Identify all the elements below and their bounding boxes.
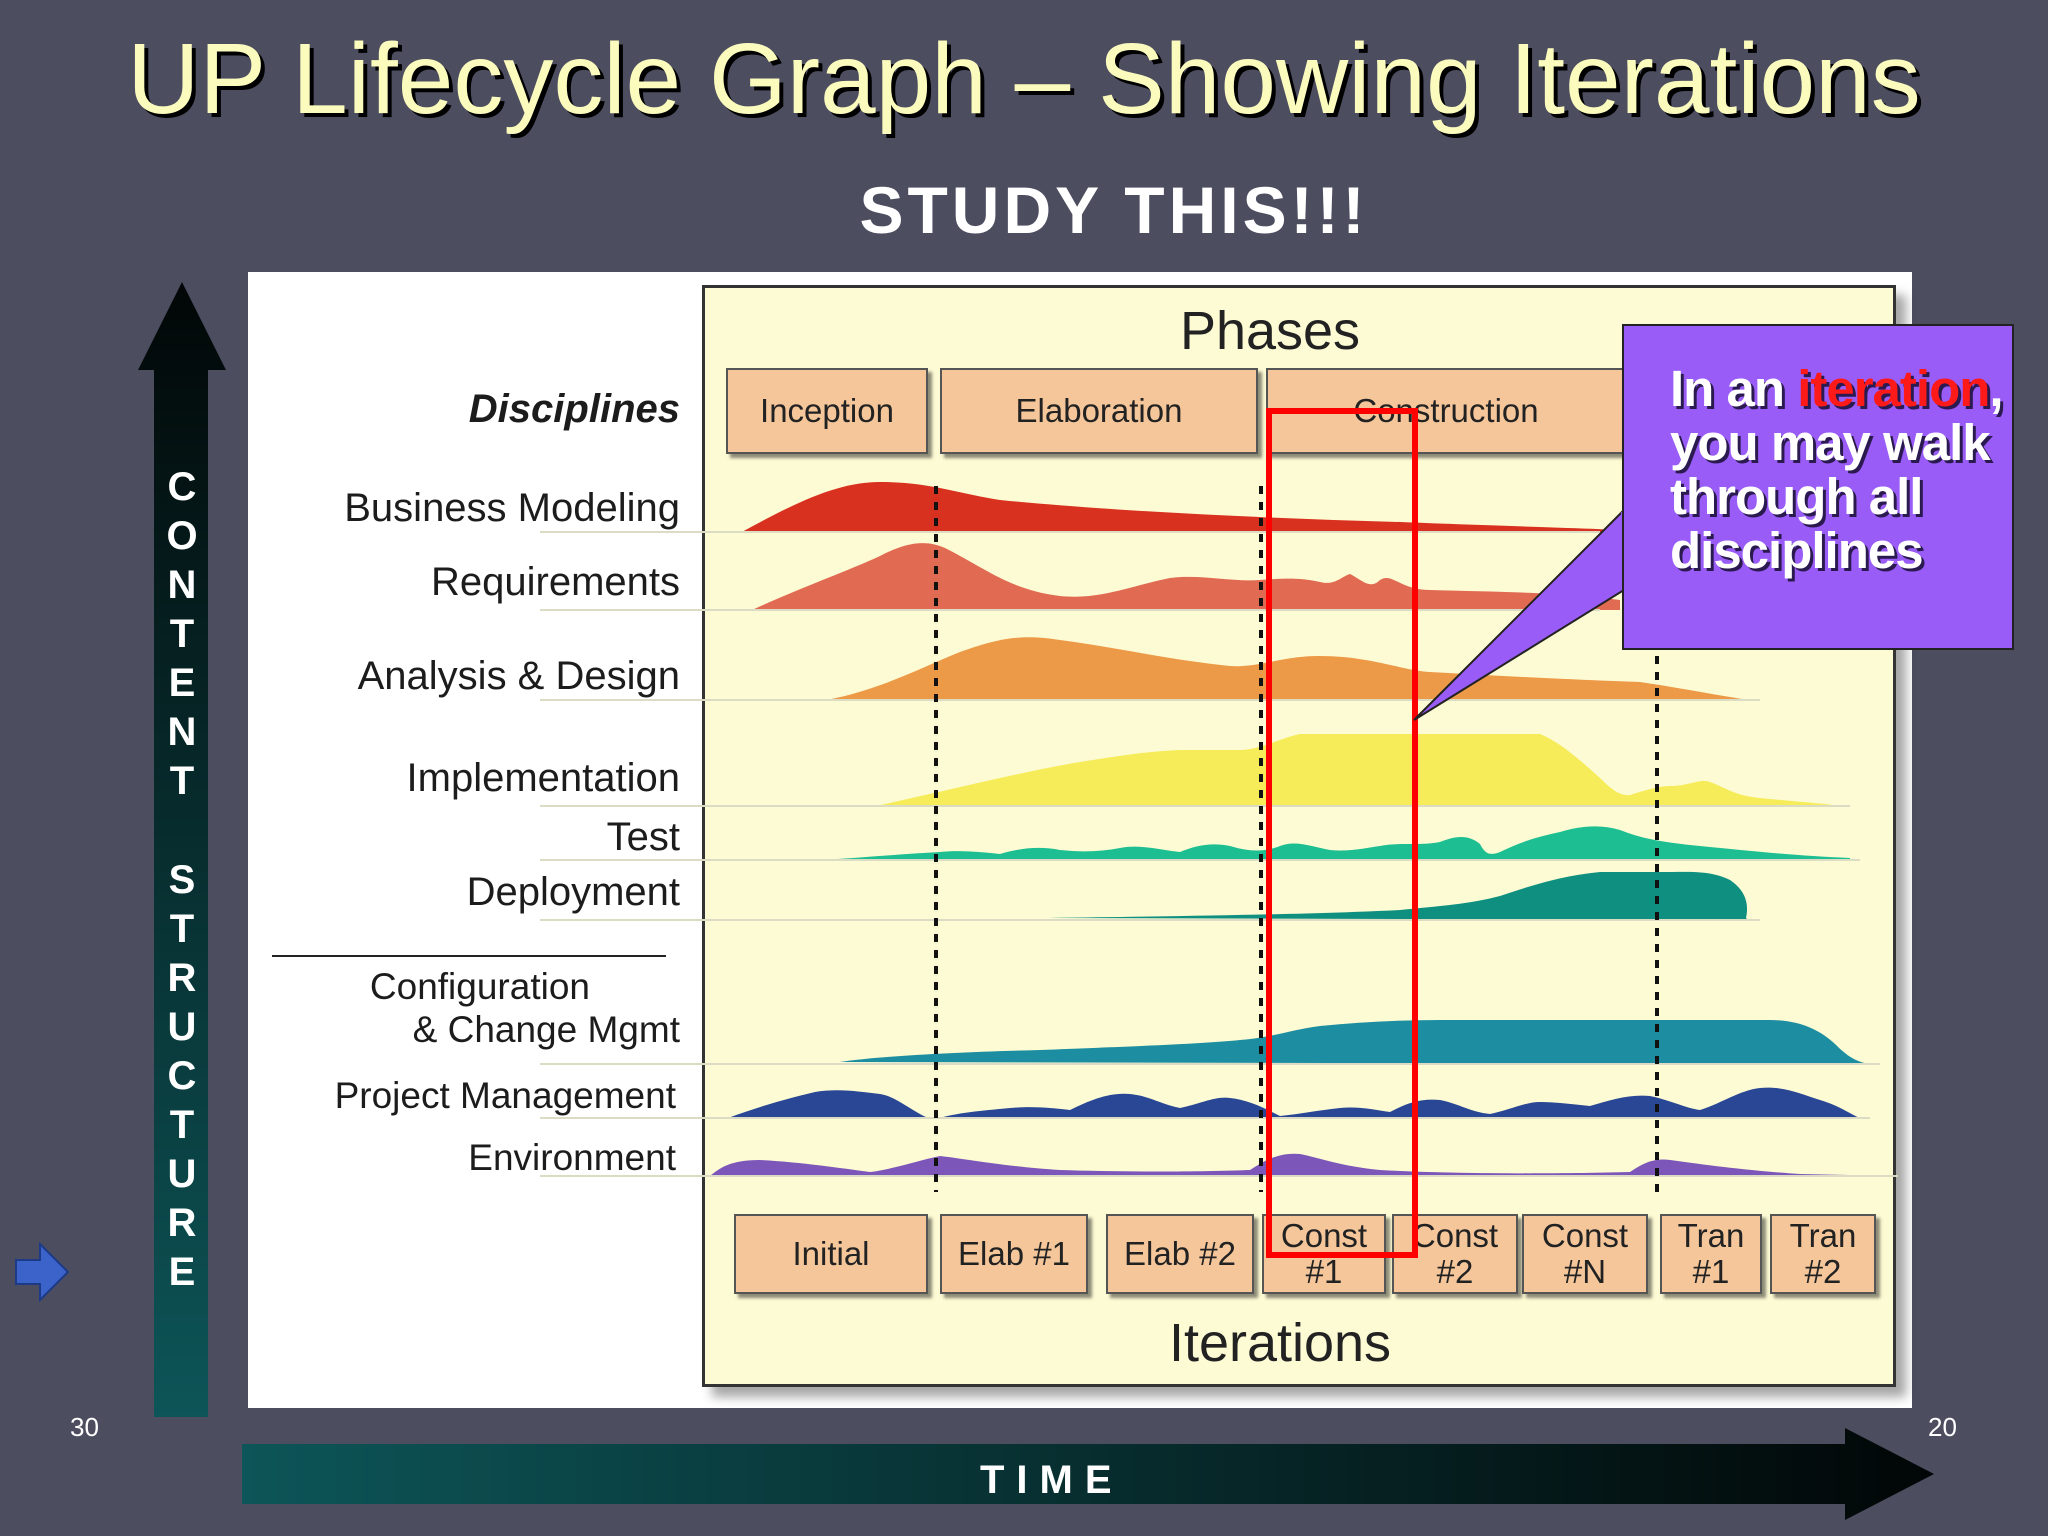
page-number-right: 20 [1928,1412,1957,1442]
workload-project-management [728,1087,1860,1118]
workload-requirements [752,543,1620,610]
discipline-project-management: Project Management [334,1075,676,1116]
discipline-configuration: Configuration [369,966,590,1007]
workload-implementation [876,734,1840,806]
slide-title: UP Lifecycle Graph – Showing Iterations [127,23,1921,135]
iteration-box: Elab #1 [940,1214,1088,1294]
discipline-deployment: Deployment [466,870,680,914]
discipline-implementation: Implementation [406,756,680,800]
workload-deployment [1048,871,1748,920]
nav-arrow-icon[interactable] [12,1238,72,1308]
disciplines-header: Disciplines [468,387,680,431]
workload-test [820,826,1850,860]
iterations-title: Iterations [1168,1313,1392,1373]
page-number-left: 30 [70,1412,99,1442]
phase-elaboration: Elaboration [940,368,1258,454]
workload-analysis-design [826,637,1748,700]
vertical-arrow [138,282,226,1417]
iteration-box: Tran #1 [1660,1214,1762,1294]
horizontal-arrow [242,1428,1934,1520]
callout-text: In an iteration, you may walk through al… [1670,360,2004,579]
discipline-environment: Environment [468,1137,676,1178]
iteration-box: Const #N [1522,1214,1648,1294]
iteration-box: Elab #2 [1106,1214,1254,1294]
discipline-analysis-design: Analysis & Design [357,654,680,698]
discipline-test: Test [606,815,680,859]
phase-inception: Inception [726,368,928,454]
slide-subtitle: STUDY THIS!!! [859,173,1369,247]
discipline-change-mgmt: & Change Mgmt [412,1009,680,1050]
phases-title: Phases [1179,301,1361,361]
iteration-box: Initial [734,1214,928,1294]
callout-highlight: iteration [1797,360,1990,417]
workload-config-change [840,1020,1870,1064]
workload-business-modeling [742,482,1620,532]
discipline-requirements: Requirements [430,560,680,604]
iteration-highlight-box [1266,408,1418,1258]
time-axis-label: TIME [980,1458,1124,1502]
discipline-business-modeling: Business Modeling [344,486,680,530]
callout-box [1622,324,2014,650]
iteration-box: Tran #2 [1770,1214,1876,1294]
workload-environment [710,1153,1898,1176]
